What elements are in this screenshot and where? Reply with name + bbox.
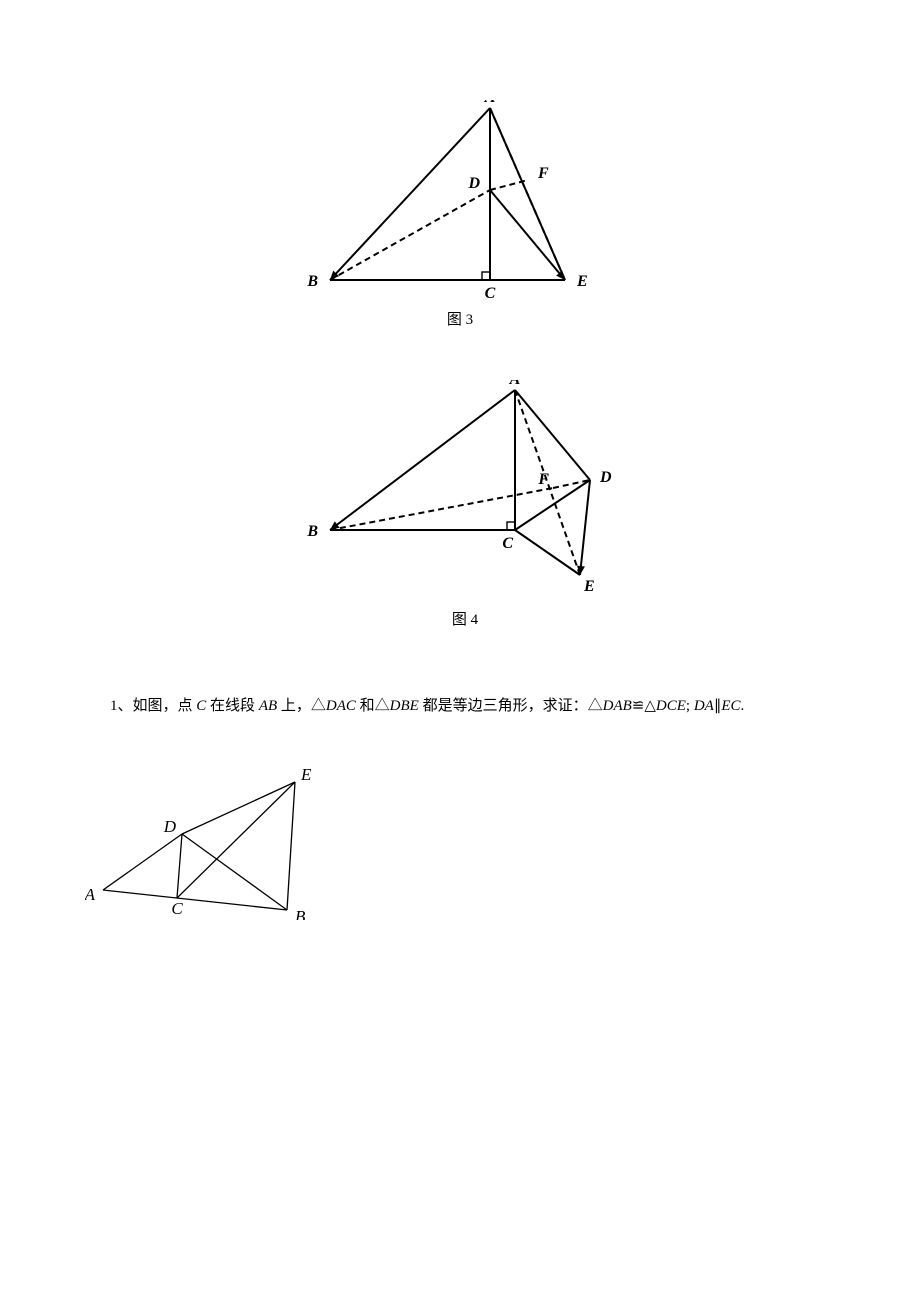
figure-3-caption: 图 3 — [300, 308, 620, 329]
svg-text:A: A — [85, 885, 96, 904]
svg-text:D: D — [467, 175, 480, 192]
svg-text:C: C — [171, 899, 183, 918]
figure-4-container: A B C D E F 图 4 — [290, 380, 640, 629]
svg-text:E: E — [583, 578, 595, 595]
problem-1-text: 1、如图，点 C 在线段 AB 上，△DAC 和△DBE 都是等边三角形，求证：… — [110, 694, 744, 718]
svg-text:C: C — [502, 535, 513, 552]
figure-p1-svg: A B C D E — [85, 740, 345, 920]
svg-text:B: B — [306, 273, 318, 290]
svg-text:B: B — [306, 523, 318, 540]
svg-text:D: D — [163, 817, 177, 836]
figure-4-caption: 图 4 — [290, 608, 640, 629]
svg-text:E: E — [576, 273, 588, 290]
svg-text:F: F — [537, 471, 549, 488]
svg-text:B: B — [295, 907, 306, 920]
svg-text:C: C — [485, 285, 496, 300]
svg-text:A: A — [509, 380, 521, 388]
svg-text:D: D — [599, 469, 612, 486]
svg-text:A: A — [484, 100, 496, 106]
svg-text:E: E — [300, 765, 312, 784]
figure-3-svg: A B C E D F — [300, 100, 620, 300]
figure-p1-container: A B C D E — [85, 740, 345, 920]
figure-3-container: A B C E D F 图 3 — [300, 100, 620, 329]
svg-text:F: F — [537, 165, 549, 182]
figure-4-svg: A B C D E F — [290, 380, 640, 600]
